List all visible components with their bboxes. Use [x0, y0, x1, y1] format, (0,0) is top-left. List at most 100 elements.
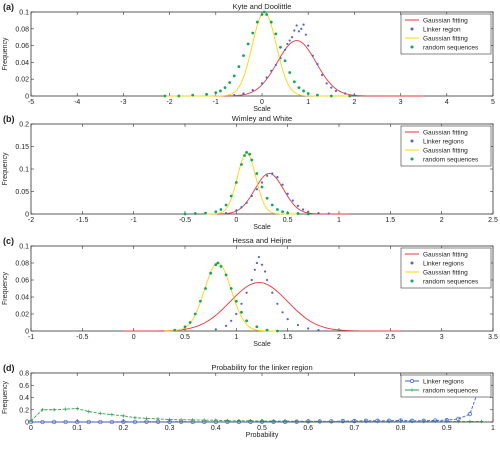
x-tick-label: -2	[166, 99, 172, 106]
random-point	[250, 158, 254, 162]
random-marker	[341, 419, 345, 424]
random-marker	[202, 418, 207, 422]
linker-point	[296, 323, 300, 327]
gaussian-fit-random	[205, 152, 298, 215]
linker-point	[276, 302, 279, 305]
linker-marker	[467, 411, 473, 417]
x-tick-label: 1.5	[385, 217, 395, 224]
random-marker	[110, 412, 114, 417]
legend-entry: Gaussian fitting	[423, 147, 468, 154]
linker-point	[301, 208, 305, 211]
random-marker	[179, 418, 183, 422]
x-tick-label: -1	[28, 334, 34, 341]
linker-point	[353, 94, 356, 97]
random-point	[286, 211, 290, 215]
random-point	[260, 13, 264, 16]
random-point	[251, 31, 255, 35]
linker-point	[281, 183, 284, 186]
random-point	[262, 10, 266, 14]
series-line	[30, 408, 482, 422]
random-point	[316, 93, 319, 97]
legend-box	[400, 125, 492, 167]
random-point	[255, 20, 259, 24]
linker-point	[297, 30, 301, 33]
chart-title: Probability for the linker region	[211, 363, 312, 372]
linker-marker	[86, 419, 91, 425]
random-point	[276, 208, 279, 211]
x-tick-label: 4	[445, 99, 449, 106]
legend-entry: Linker regions	[423, 138, 465, 145]
random-point	[240, 163, 243, 166]
random-point	[224, 273, 228, 277]
linker-point	[260, 181, 264, 184]
linker-point	[271, 291, 274, 294]
random-marker	[387, 419, 391, 424]
linker-marker	[63, 419, 68, 425]
random-point	[205, 92, 208, 96]
random-point	[283, 59, 287, 63]
panel-label: (a)	[3, 2, 14, 12]
legend-entry: Linker regions	[423, 260, 465, 267]
linker-point	[266, 174, 269, 177]
linker-point	[290, 36, 294, 39]
random-point	[240, 310, 243, 314]
linker-point	[304, 33, 307, 36]
y-tick-label: 0.1	[19, 244, 29, 251]
x-tick-label: 2	[352, 99, 356, 106]
linker-point	[330, 86, 333, 89]
linker-point	[260, 82, 264, 85]
random-point	[243, 154, 246, 157]
random-marker	[237, 418, 241, 423]
random-marker	[352, 419, 357, 424]
x-tick-label: 0.1	[72, 425, 82, 432]
linker-marker	[132, 419, 138, 425]
y-tick-label: 0.2	[19, 407, 29, 414]
linker-point	[334, 89, 338, 93]
x-tick-label: -3	[120, 99, 126, 106]
random-point	[199, 299, 202, 303]
x-tick-label: 2	[440, 217, 444, 224]
random-point	[191, 93, 195, 97]
legend-entry: random sequences	[423, 156, 479, 163]
chart-title: Kyte and Doolittle	[233, 2, 292, 11]
x-tick-label: 2.5	[488, 217, 498, 224]
linker-point	[311, 54, 314, 57]
x-axis-label: Scale	[253, 106, 271, 113]
random-point	[306, 92, 310, 95]
random-point	[269, 20, 273, 24]
y-tick-label: 0.08	[15, 261, 29, 268]
legend-entry: Gaussian fitting	[423, 129, 468, 136]
linker-point	[293, 29, 296, 32]
random-point	[214, 91, 218, 95]
x-tick-label: 3	[440, 334, 444, 341]
random-marker	[98, 411, 103, 416]
x-tick-label: -1.5	[76, 217, 88, 224]
random-marker	[283, 419, 287, 423]
random-point	[255, 172, 259, 175]
y-axis-label: Frequency	[2, 152, 9, 186]
linker-point	[233, 94, 236, 97]
legend-entry: Linker regions	[423, 378, 465, 385]
random-point	[209, 271, 213, 275]
legend-entry: random sequences	[423, 278, 479, 285]
y-tick-label: 0.1	[19, 167, 29, 174]
linker-point	[235, 209, 238, 212]
linker-point	[224, 324, 228, 327]
y-tick-label: 0.8	[19, 371, 29, 378]
linker-point	[284, 48, 287, 51]
random-point	[163, 94, 167, 98]
y-tick-label: 0.04	[15, 295, 29, 302]
legend-marker	[410, 379, 414, 383]
random-marker	[260, 419, 264, 423]
linker-point	[266, 278, 269, 282]
linker-point	[307, 210, 310, 213]
x-tick-label: 0.5	[257, 425, 267, 432]
linker-point	[253, 268, 256, 271]
y-tick-label: 0.06	[15, 278, 29, 285]
x-axis-label: Probability	[246, 432, 279, 439]
chart-panel-2: (b) Wimley and White -2 -1.5 -1 -0.5 0 0.5 1 1.5 2…	[2, 114, 498, 231]
x-tick-label: 1	[337, 217, 341, 224]
y-tick-label: 0.04	[15, 60, 29, 67]
linker-point	[295, 24, 298, 27]
y-tick-label: 0	[25, 420, 29, 427]
